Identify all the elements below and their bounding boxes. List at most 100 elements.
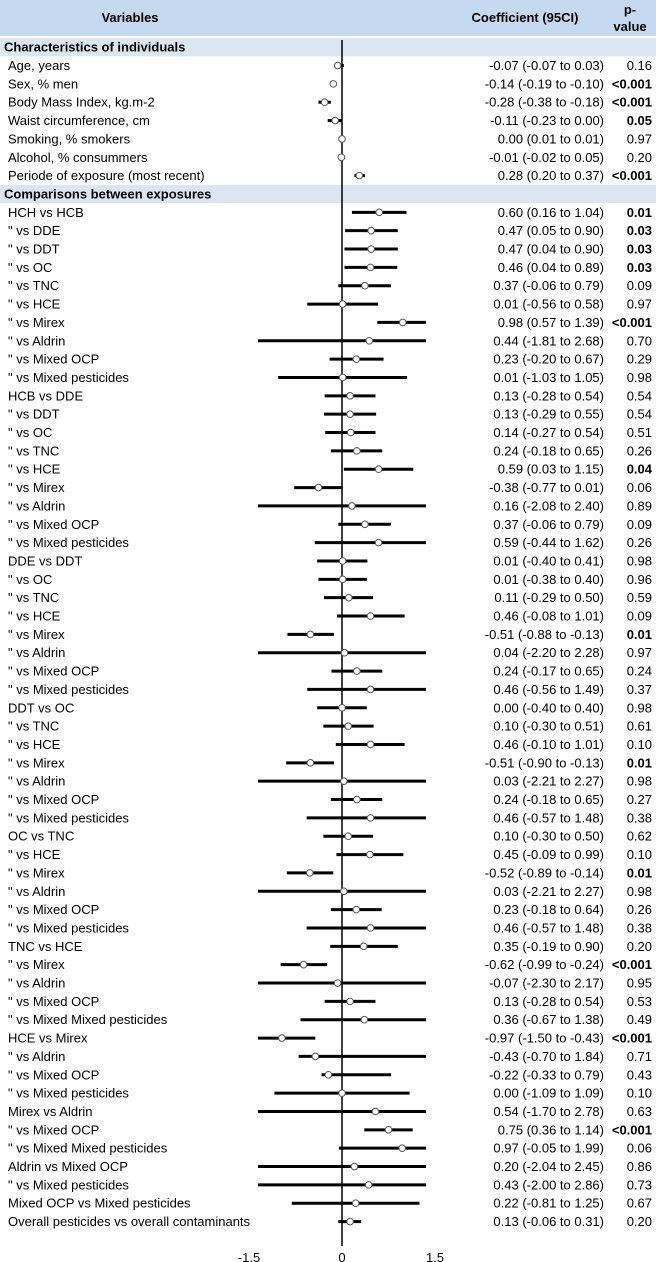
point-estimate — [278, 1034, 286, 1042]
coefficient-ci: 0.10 (-0.30 to 0.51) — [493, 719, 604, 734]
point-estimate — [338, 1089, 346, 1097]
point-estimate — [338, 557, 347, 565]
p-value: 0.70 — [627, 333, 652, 348]
point-estimate — [375, 208, 384, 217]
point-estimate — [333, 61, 342, 70]
point-estimate — [299, 960, 308, 969]
p-value: 0.97 — [627, 297, 652, 312]
row-label: Mirex vs Aldrin — [8, 1104, 93, 1119]
coefficient-ci: 0.01 (-0.40 to 0.41) — [493, 553, 604, 568]
row-label: Periode of exposure (most recent) — [8, 168, 205, 183]
point-estimate — [366, 814, 375, 822]
coefficient-ci: -0.07 (-2.30 to 2.17) — [489, 976, 604, 991]
row-label: " vs HCE — [8, 297, 61, 312]
p-value: 0.61 — [627, 719, 652, 734]
point-estimate — [366, 263, 375, 272]
point-estimate — [352, 355, 361, 363]
row-label: " vs TNC — [8, 278, 59, 293]
row-label: " vs Aldrin — [8, 976, 65, 991]
row-label: " vs Mixed OCP — [8, 902, 99, 917]
p-value: 0.95 — [627, 976, 652, 991]
point-estimate — [344, 722, 353, 730]
row-label: " vs Mixed OCP — [8, 517, 99, 532]
point-estimate — [367, 226, 375, 235]
p-value: 0.59 — [627, 590, 652, 605]
row-label: " vs DDT — [8, 242, 60, 257]
p-value: 0.27 — [627, 792, 652, 807]
coefficient-ci: 0.46 (-0.57 to 1.48) — [493, 920, 604, 935]
point-estimate — [305, 869, 314, 877]
point-estimate — [345, 593, 353, 602]
row-label: " vs Mixed OCP — [8, 1122, 99, 1137]
row-label: Body Mass Index, kg.m-2 — [8, 95, 155, 110]
p-value: 0.03 — [627, 242, 652, 257]
coefficient-ci: 0.46 (-0.56 to 1.49) — [493, 682, 604, 697]
coefficient-ci: -0.14 (-0.19 to -0.10) — [485, 76, 604, 91]
p-value: 0.71 — [627, 1049, 652, 1064]
point-estimate — [338, 703, 346, 712]
row-label: " vs HCE — [8, 737, 61, 752]
coefficient-ci: -0.22 (-0.33 to 0.79) — [489, 1067, 604, 1082]
coefficient-ci: 0.47 (0.05 to 0.90) — [498, 223, 604, 238]
point-estimate — [398, 1144, 406, 1152]
row-label: Waist circumference, cm — [8, 113, 150, 128]
row-label: " vs Mixed pesticides — [8, 370, 129, 385]
point-estimate — [398, 318, 407, 327]
coefficient-ci: 0.28 (0.20 to 0.37) — [498, 168, 604, 183]
coefficient-ci: 0.54 (-1.70 to 2.78) — [493, 1104, 604, 1119]
coefficient-ci: 0.37 (-0.06 to 0.79) — [493, 517, 604, 532]
point-estimate — [364, 1181, 373, 1189]
p-value: 0.09 — [627, 278, 652, 293]
p-value: 0.26 — [627, 443, 652, 458]
p-value: <0.001 — [612, 76, 652, 91]
point-estimate — [352, 905, 361, 914]
row-label: " vs Mixed pesticides — [8, 682, 129, 697]
point-estimate — [348, 502, 356, 510]
coefficient-ci: -0.28 (-0.38 to -0.18) — [485, 95, 604, 110]
p-value: 0.06 — [627, 480, 652, 495]
p-value: <0.001 — [612, 957, 652, 972]
p-value: 0.04 — [627, 462, 653, 477]
row-label: OC vs TNC — [8, 829, 74, 844]
coefficient-ci: -0.52 (-0.89 to -0.14) — [485, 865, 604, 880]
row-label: " vs Mixed pesticides — [8, 1177, 129, 1192]
coefficient-ci: 0.45 (-0.09 to 0.99) — [493, 847, 604, 862]
point-estimate — [353, 795, 361, 804]
point-estimate — [329, 80, 338, 88]
p-value: 0.26 — [627, 902, 652, 917]
x-tick-label: 1.5 — [426, 1250, 444, 1262]
coefficient-ci: 0.24 (-0.18 to 0.65) — [493, 792, 604, 807]
row-label: " vs HCE — [8, 462, 61, 477]
row-label: " vs DDT — [8, 407, 60, 422]
coefficient-ci: -0.51 (-0.90 to -0.13) — [485, 755, 604, 770]
point-estimate — [353, 667, 361, 675]
point-estimate — [366, 924, 375, 932]
point-estimate — [306, 630, 315, 639]
row-label: " vs Mixed Mixed pesticides — [8, 1012, 168, 1027]
row-label: " vs Mirex — [8, 480, 65, 495]
coefficient-ci: 0.59 (0.03 to 1.15) — [498, 462, 604, 477]
p-value: 0.98 — [627, 553, 652, 568]
header-variables: Variables — [101, 10, 158, 25]
row-label: " vs Mixed OCP — [8, 994, 99, 1009]
coefficient-ci: 0.44 (-1.81 to 2.68) — [493, 333, 604, 348]
p-value: <0.001 — [612, 168, 652, 183]
p-value: 0.97 — [627, 645, 652, 660]
coefficient-ci: 0.01 (-0.56 to 0.58) — [493, 297, 604, 312]
point-estimate — [366, 740, 375, 749]
row-label: " vs OC — [8, 425, 52, 440]
coefficient-ci: 0.97 (-0.05 to 1.99) — [493, 1141, 604, 1156]
coefficient-ci: 0.13 (-0.06 to 0.31) — [493, 1214, 604, 1229]
p-value: 0.38 — [627, 810, 652, 825]
p-value: 0.53 — [627, 994, 652, 1009]
p-value: 0.10 — [627, 847, 652, 862]
point-estimate — [374, 465, 383, 474]
p-value: 0.43 — [627, 1067, 652, 1082]
coefficient-ci: -0.62 (-0.99 to -0.24) — [485, 957, 604, 972]
x-axis: -1.5 0 1.5 — [238, 1250, 444, 1262]
point-estimate — [338, 135, 346, 143]
coefficient-ci: 0.98 (0.57 to 1.39) — [498, 315, 604, 330]
row-label: Sex, % men — [8, 76, 78, 91]
p-value: <0.001 — [612, 95, 652, 110]
